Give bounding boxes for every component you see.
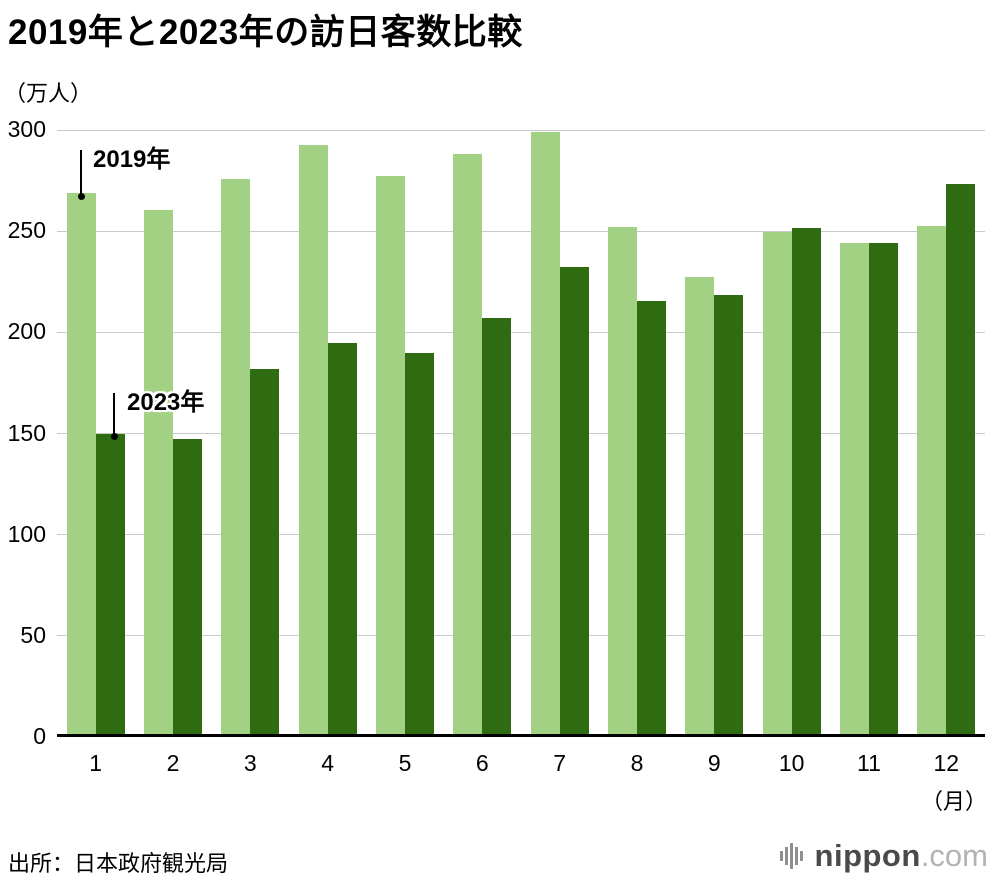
x-axis-line xyxy=(57,734,985,737)
callout-line-2019 xyxy=(80,150,82,197)
month-group-6 xyxy=(444,130,521,737)
x-tick-label-7: 7 xyxy=(553,750,567,776)
source-credit: 出所：日本政府観光局 xyxy=(8,851,229,876)
bar-2019-month-9 xyxy=(685,277,715,737)
bar-2019-month-2 xyxy=(143,210,173,737)
x-tick-label-11: 11 xyxy=(857,750,881,776)
x-tick-label-6: 6 xyxy=(475,750,489,776)
logo-wordmark: nippon.com xyxy=(815,840,988,871)
equalizer-bars-icon xyxy=(779,842,803,869)
bar-groups xyxy=(57,130,985,737)
series-label-2019: 2019年 xyxy=(93,146,171,173)
bar-2023-month-9 xyxy=(714,295,744,737)
month-group-12 xyxy=(908,130,985,737)
series-label-2023: 2023年 xyxy=(127,389,205,416)
bar-2023-month-4 xyxy=(327,342,357,737)
month-group-9 xyxy=(676,130,753,737)
bar-2023-month-3 xyxy=(250,369,280,737)
bar-2019-month-6 xyxy=(453,154,483,737)
y-tick-label: 300 xyxy=(7,116,46,142)
x-tick-label-1: 1 xyxy=(89,750,103,776)
bar-2019-month-12 xyxy=(917,225,947,737)
x-tick-label-5: 5 xyxy=(398,750,412,776)
x-axis-tick-row: 1 2 3 4 5 6 7 8 9 10 11 12 xyxy=(57,750,985,777)
month-group-7 xyxy=(521,130,598,737)
nippon-com-logo: nippon.com xyxy=(779,840,988,871)
x-tick-label-3: 3 xyxy=(243,750,257,776)
month-group-11 xyxy=(830,130,907,737)
bar-2019-month-4 xyxy=(298,144,328,737)
month-group-8 xyxy=(598,130,675,737)
y-axis-unit-label: （万人） xyxy=(4,81,93,106)
month-group-4 xyxy=(289,130,366,737)
x-tick-label-8: 8 xyxy=(630,750,644,776)
bar-2023-month-5 xyxy=(404,352,434,737)
bar-2019-month-5 xyxy=(375,175,405,737)
gridline xyxy=(57,230,985,232)
bar-2019-month-10 xyxy=(762,231,792,737)
bar-2019-month-11 xyxy=(839,243,869,737)
bar-2023-month-1 xyxy=(95,434,125,737)
y-tick-label: 100 xyxy=(7,520,46,547)
bar-2019-month-7 xyxy=(530,131,560,737)
logo-brand-text: nippon xyxy=(814,838,921,873)
chart-title: 2019年と2023年の訪日客数比較 xyxy=(8,13,523,52)
x-tick-label-12: 12 xyxy=(933,750,960,776)
gridline xyxy=(57,129,985,131)
bar-2023-month-7 xyxy=(559,267,589,737)
month-group-2 xyxy=(134,130,211,737)
bar-2023-month-12 xyxy=(946,183,976,737)
x-tick-label-10: 10 xyxy=(778,750,805,776)
bar-2023-month-2 xyxy=(172,438,202,737)
x-tick-label-9: 9 xyxy=(707,750,721,776)
y-tick-label: 250 xyxy=(7,217,46,244)
y-tick-label: 0 xyxy=(33,723,46,749)
gridline xyxy=(57,635,985,637)
x-tick-label-4: 4 xyxy=(321,750,335,776)
gridline xyxy=(57,534,985,536)
bar-2019-month-1 xyxy=(66,192,96,737)
month-group-5 xyxy=(366,130,443,737)
gridline xyxy=(57,433,985,434)
bar-2019-month-3 xyxy=(221,178,251,737)
bar-2023-month-11 xyxy=(868,243,898,737)
bar-2023-month-6 xyxy=(482,317,512,737)
y-tick-label: 200 xyxy=(7,318,46,345)
x-axis-unit-label: （月） xyxy=(920,789,987,814)
y-tick-label: 150 xyxy=(7,419,46,446)
logo-tld-text: .com xyxy=(920,838,988,873)
month-group-10 xyxy=(753,130,830,737)
bar-2023-month-10 xyxy=(791,227,821,737)
callout-line-2023 xyxy=(113,393,115,437)
y-tick-label: 50 xyxy=(20,621,46,648)
month-group-3 xyxy=(212,130,289,737)
x-tick-label-2: 2 xyxy=(166,750,180,776)
bar-2023-month-8 xyxy=(636,300,666,737)
bar-2019-month-8 xyxy=(607,227,637,737)
bar-chart-plot-area: 1 2 3 4 5 6 7 8 9 10 11 12 （月） 0 50 100 150 200 250 300 xyxy=(8,118,987,815)
gridline xyxy=(57,331,985,333)
month-group-1 xyxy=(57,130,134,737)
